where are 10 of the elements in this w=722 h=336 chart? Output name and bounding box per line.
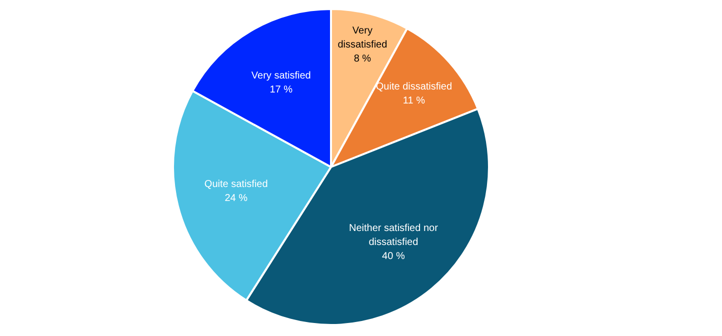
slice-label: Very dissatisfied — [338, 25, 388, 50]
data-label: 11 % — [402, 96, 426, 107]
data-label: 8 % — [354, 53, 372, 64]
data-label: 24 % — [224, 193, 248, 204]
slice-label: Neither satisfied nor dissatisfied — [348, 223, 439, 248]
data-label: 17 % — [270, 84, 293, 96]
data-label: 40 % — [382, 251, 405, 262]
slice-label: Very satisfied — [251, 70, 311, 82]
slice-label: Quite dissatisfied — [376, 82, 452, 93]
slice-label: Quite satisfied — [204, 179, 268, 190]
